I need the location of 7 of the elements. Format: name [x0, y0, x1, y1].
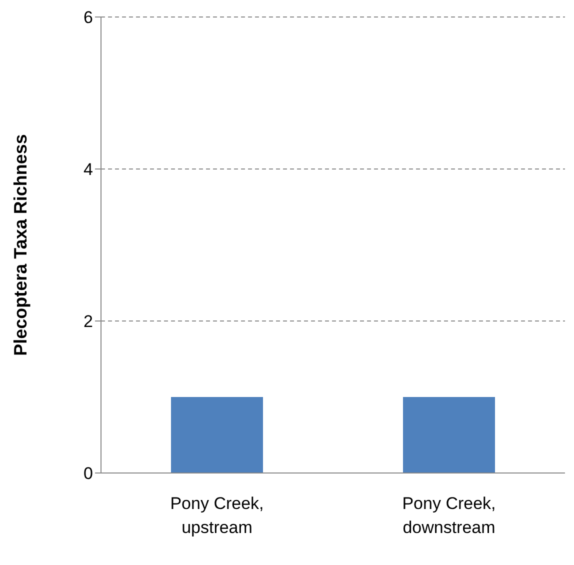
y-tick-label: 6: [84, 8, 93, 28]
y-axis-title: Plecoptera Taxa Richness: [10, 134, 30, 356]
x-tick-label: Pony Creek, upstream: [170, 494, 264, 537]
y-tick-label: 4: [84, 160, 93, 180]
x-tick-label: Pony Creek, downstream: [402, 494, 496, 537]
y-tick-label: 2: [84, 312, 93, 332]
y-tick-label: 0: [84, 464, 93, 484]
